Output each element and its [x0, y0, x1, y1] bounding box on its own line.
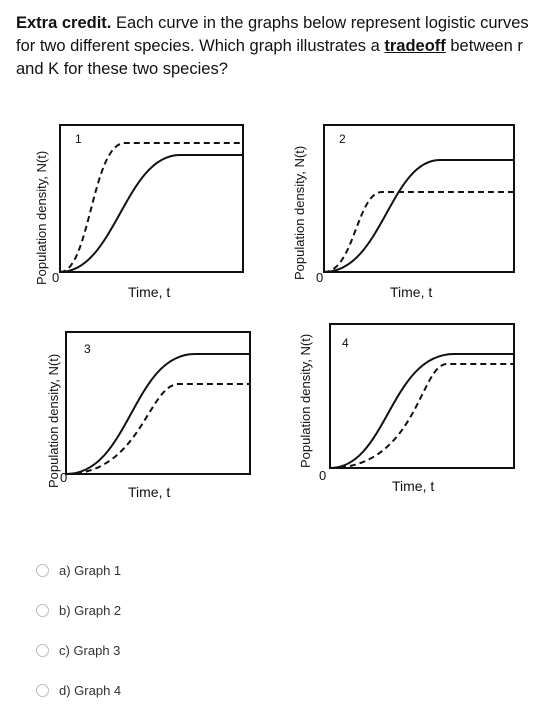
answer-options: a) Graph 1 b) Graph 2 c) Graph 3 d) Grap…	[36, 560, 121, 720]
graph-1-xlabel: Time, t	[128, 284, 171, 300]
graph-4-plot	[329, 323, 515, 469]
graph-3-dashed-curve	[65, 383, 250, 475]
option-label: a) Graph 1	[59, 562, 122, 578]
question-suffix: between r and K for these two species?	[16, 37, 523, 78]
graph-2-plot	[323, 124, 515, 273]
graph-3: Population density, N(t) 0 3 Time, t	[20, 320, 290, 520]
option-label: c) Graph 3	[59, 642, 121, 658]
option-label: b) Graph 2	[59, 602, 122, 618]
graph-3-plot	[65, 331, 251, 475]
graph-2: Population density, N(t) 0 2 Time, t	[282, 110, 552, 310]
option-label: d) Graph 4	[59, 682, 122, 698]
graph-1: Population density, N(t) 0 1 Time, t	[20, 110, 290, 310]
graph-3-solid-curve	[65, 353, 250, 475]
graph-4-dashed-curve	[329, 363, 514, 469]
graph-4-solid-curve	[329, 353, 514, 469]
question-keyword: tradeoff	[384, 37, 446, 55]
graph-4-xlabel: Time, t	[392, 478, 435, 494]
question-prefix: Extra credit.	[16, 14, 112, 32]
graph-2-origin: 0	[316, 270, 324, 285]
graph-1-plot	[59, 124, 244, 273]
graph-4-number: 4	[342, 336, 349, 350]
radio-button[interactable]	[36, 643, 49, 657]
graph-3-xlabel: Time, t	[128, 484, 171, 500]
graph-1-dashed-curve	[59, 142, 243, 273]
graph-1-solid-curve	[59, 154, 243, 273]
graph-2-number: 2	[339, 132, 346, 146]
graph-4: Population density, N(t) 0 4 Time, t	[282, 310, 552, 510]
option-graph-2[interactable]: b) Graph 2	[36, 600, 121, 620]
question-body: Each curve in the graphs below represent…	[16, 14, 529, 55]
graph-3-number: 3	[84, 342, 91, 356]
option-graph-3[interactable]: c) Graph 3	[36, 640, 121, 660]
radio-button[interactable]	[36, 563, 49, 577]
graph-1-origin: 0	[52, 270, 60, 285]
graph-2-xlabel: Time, t	[390, 284, 433, 300]
radio-button[interactable]	[36, 683, 49, 697]
graph-1-number: 1	[75, 132, 82, 146]
question-text: Extra credit. Each curve in the graphs b…	[16, 12, 546, 81]
graph-3-origin: 0	[60, 470, 68, 485]
graph-2-solid-curve	[323, 159, 514, 273]
option-graph-1[interactable]: a) Graph 1	[36, 560, 121, 580]
graph-4-origin: 0	[319, 468, 327, 483]
radio-button[interactable]	[36, 603, 49, 617]
graph-2-dashed-curve	[323, 191, 514, 273]
option-graph-4[interactable]: d) Graph 4	[36, 680, 121, 700]
